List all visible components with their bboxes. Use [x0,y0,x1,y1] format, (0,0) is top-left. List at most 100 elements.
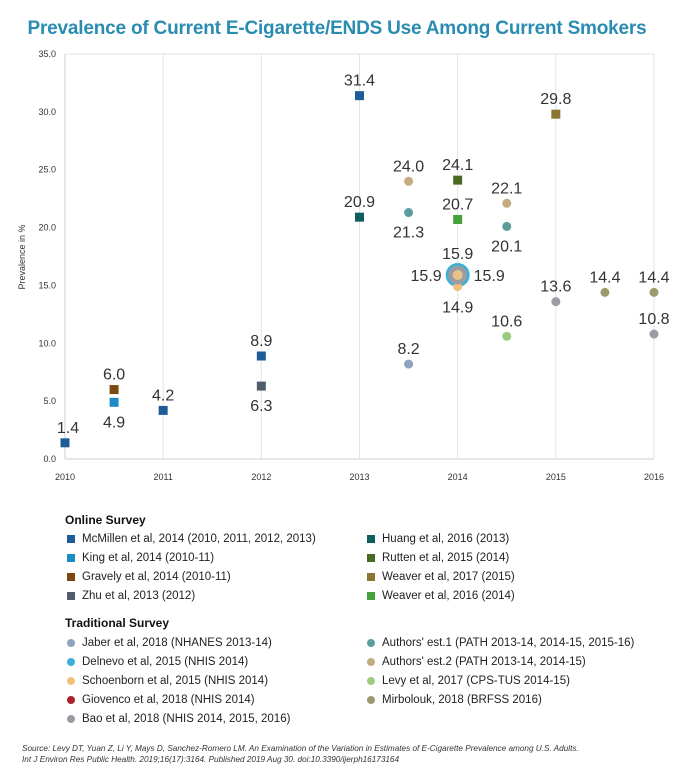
data-label: 6.3 [250,398,272,415]
x-tick-label: 2016 [644,472,664,482]
data-point-square [109,385,119,395]
legend-square-marker [367,535,375,543]
legend-item: Levy et al, 2017 (CPS-TUS 2014-15) [367,675,570,687]
legend-item-label: Zhu et al, 2013 (2012) [82,590,196,602]
data-point-circle [404,208,414,218]
y-tick-label: 5.0 [43,396,56,406]
y-tick-label: 0.0 [43,454,56,464]
y-axis-label: Prevalence in % [17,224,27,289]
data-point-square [256,351,266,361]
legend-item: Gravely et al, 2014 (2010-11) [67,571,231,583]
data-point-circle [551,297,561,307]
legend-item: Mirbolouk, 2018 (BRFSS 2016) [367,694,542,706]
data-point-circle [502,198,512,208]
legend-item: Authors' est.2 (PATH 2013-14, 2014-15) [367,656,586,668]
x-tick-label: 2012 [251,472,271,482]
legend-item: Weaver et al, 2016 (2014) [367,590,515,602]
legend-item-label: Mirbolouk, 2018 (BRFSS 2016) [382,694,542,706]
legend-item-label: Rutten et al, 2015 (2014) [382,552,510,564]
legend-traditional-title: Traditional Survey [65,616,170,630]
data-label: 21.3 [393,225,424,242]
legend-circle-marker [367,677,375,685]
x-tick-label: 2015 [546,472,566,482]
data-label: 1.4 [57,420,79,437]
data-label: 8.2 [397,341,419,358]
data-point-circle [453,282,463,292]
legend-item: King et al, 2014 (2010-11) [67,552,214,564]
legend-item: Delnevo et al, 2015 (NHIS 2014) [67,656,248,668]
data-point-square [453,214,463,224]
data-label: 10.6 [491,313,522,330]
legend-item-label: Authors' est.2 (PATH 2013-14, 2014-15) [382,656,586,668]
data-point-square [453,175,463,185]
legend-item: Giovenco et al, 2018 (NHIS 2014) [67,694,255,706]
data-label: 20.1 [491,238,522,255]
data-label: 13.6 [540,279,571,296]
legend-item: Jaber et al, 2018 (NHANES 2013-14) [67,637,272,649]
data-label: 4.2 [152,387,174,404]
legend-square-marker [67,554,75,562]
legend-item: Zhu et al, 2013 (2012) [67,590,195,602]
y-tick-label: 10.0 [38,338,56,348]
x-tick-label: 2013 [349,472,369,482]
data-point-square [158,405,168,415]
y-tick-label: 15.0 [38,280,56,290]
legend-circle-marker [67,677,75,685]
y-tick-label: 25.0 [38,165,56,175]
chart-ticks: 2010 2011 2012 2013 2014 2015 2016 0.0 5.0 10.0 15… [38,49,664,482]
legend-item: Huang et al, 2016 (2013) [367,533,509,545]
data-label: 14.9 [442,300,473,317]
legend-circle-marker [67,715,75,723]
legend-circle-marker [67,658,75,666]
legend-item-label: Giovenco et al, 2018 (NHIS 2014) [82,694,255,706]
legend-square-marker [367,554,375,562]
y-tick-label: 35.0 [38,49,56,59]
data-point-square [109,397,119,407]
chart-marks [60,91,659,448]
data-label: 10.8 [638,311,669,328]
data-point-cluster-core [452,270,463,281]
chart-data-labels: 1.4 4.2 8.9 31.4 4.9 6.0 6.3 20.9 24.1 29.8 20.7 8.… [57,73,670,437]
legend-circle-marker [67,696,75,704]
data-label: 22.1 [491,180,522,197]
data-point-square [355,91,364,101]
y-tick-label: 20.0 [38,223,56,233]
legend-item-label: Schoenborn et al, 2015 (NHIS 2014) [82,675,269,687]
source-line-1: Source: Levy DT, Yuan Z, Li Y, Mays D, S… [22,744,579,753]
legend-item: Weaver et al, 2017 (2015) [367,571,515,583]
data-label: 20.9 [344,194,375,211]
data-point-square [60,438,70,448]
legend-item-label: Jaber et al, 2018 (NHANES 2013-14) [82,637,272,649]
data-label: 24.0 [393,158,424,175]
scatter-chart: 2010 2011 2012 2013 2014 2015 2016 0.0 5.0 10.0 15… [17,49,670,482]
y-tick-label: 30.0 [38,107,56,117]
legend-item: McMillen et al, 2014 (2010, 2011, 2012, … [67,533,316,545]
legend-item: Rutten et al, 2015 (2014) [367,552,509,564]
legend-item-label: Weaver et al, 2016 (2014) [382,590,515,602]
data-point-circle [502,331,512,341]
data-point-circle [600,287,610,297]
legend-circle-marker [367,658,375,666]
data-label: 15.9 [411,268,442,285]
data-label: 14.4 [589,269,620,286]
source-citation: Source: Levy DT, Yuan Z, Li Y, Mays D, S… [22,743,662,765]
data-point-circle [649,287,659,297]
data-label: 24.1 [442,157,473,174]
legend-item-label: Delnevo et al, 2015 (NHIS 2014) [82,656,249,668]
chart-axes [64,54,654,460]
legend-item-label: King et al, 2014 (2010-11) [82,552,215,564]
legend-square-marker [367,573,375,581]
legend-square-marker [367,592,375,600]
legend-item: Authors' est.1 (PATH 2013-14, 2014-15, 2… [367,637,634,649]
data-label: 4.9 [103,414,125,431]
x-tick-label: 2014 [448,472,468,482]
legend-item: Bao et al, 2018 (NHIS 2014, 2015, 2016) [67,713,290,725]
legend-circle-marker [67,639,75,647]
legend-item-label: Bao et al, 2018 (NHIS 2014, 2015, 2016) [82,713,291,725]
data-label: 15.9 [474,268,505,285]
chart-grid [65,53,655,459]
chart-title: Prevalence of Current E-Cigarette/ENDS U… [27,18,647,39]
source-line-2: Int J Environ Res Public Health. 2019;16… [22,755,400,764]
legend-item-label: Weaver et al, 2017 (2015) [382,571,515,583]
data-point-square [256,381,266,391]
